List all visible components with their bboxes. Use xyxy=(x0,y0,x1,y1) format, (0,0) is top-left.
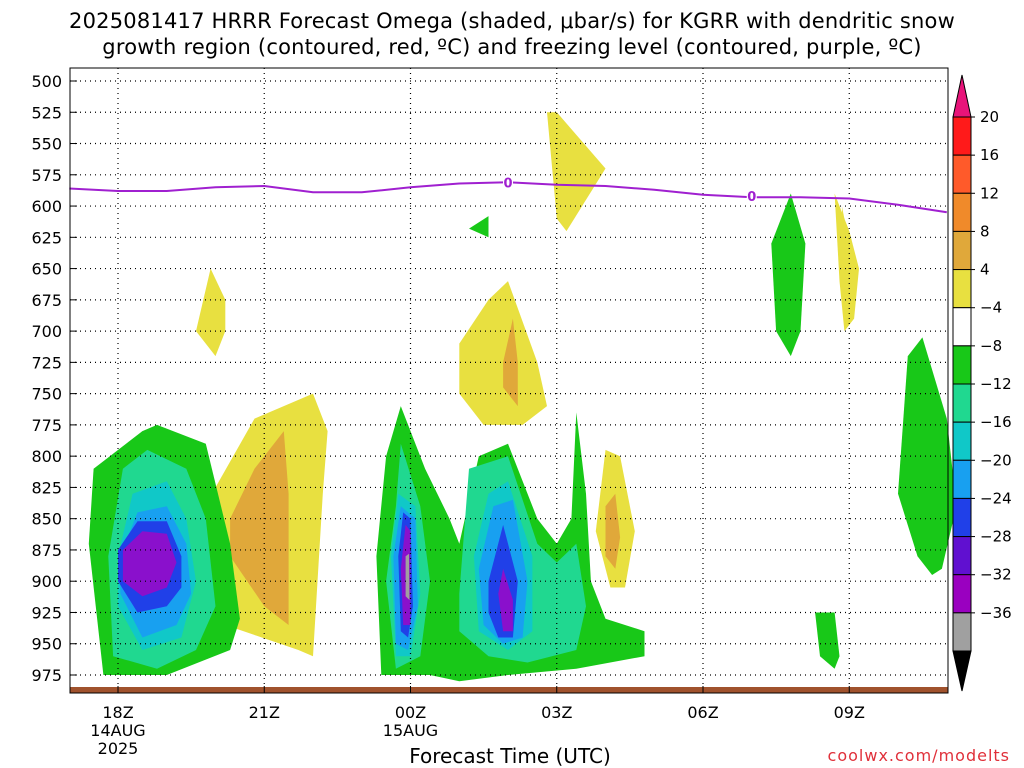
colorbar-label: −4 xyxy=(980,299,1002,317)
freezing-level-label: 0 xyxy=(747,190,756,205)
colorbar-label: −12 xyxy=(980,375,1012,393)
y-tick-label: 500 xyxy=(31,72,62,91)
colorbar-swatch xyxy=(952,459,972,499)
plot-frame xyxy=(69,67,949,694)
freezing-label-bg xyxy=(746,189,757,204)
colorbar-label: 4 xyxy=(980,261,990,279)
colorbar-bottom-arrow xyxy=(952,650,972,692)
y-tick-label: 825 xyxy=(31,478,62,497)
x-tick-label: 18Z xyxy=(102,703,133,722)
x-tick-year-label: 2025 xyxy=(98,739,139,758)
omega-region-4-2 xyxy=(459,281,547,425)
grid-lines xyxy=(70,68,948,693)
surface-bar xyxy=(70,687,948,693)
colorbar-label: −20 xyxy=(980,451,1012,469)
colorbar-label: −16 xyxy=(980,413,1012,431)
y-tick-label: 900 xyxy=(31,572,62,591)
colorbar-swatch xyxy=(952,383,972,423)
x-axis-label: Forecast Time (UTC) xyxy=(409,744,611,768)
chart-title-line-1: 2025081417 HRRR Forecast Omega (shaded, … xyxy=(69,9,955,33)
site-credit: coolwx.com/modelts xyxy=(827,746,1010,765)
y-tick-label: 850 xyxy=(31,510,62,529)
omega-region-4-5 xyxy=(841,206,855,307)
y-tick-label: 575 xyxy=(31,166,62,185)
y-axis-ticks: 500 525 550 575 600 625 650 675 700 725 750 775 800 8… xyxy=(31,72,77,685)
omega-region-neg32-0 xyxy=(405,553,410,600)
x-tick-label: 21Z xyxy=(249,703,280,722)
colorbar-swatch xyxy=(952,307,972,347)
y-tick-label: 875 xyxy=(31,541,62,560)
x-tick-label: 03Z xyxy=(541,703,572,722)
y-tick-label: 550 xyxy=(31,135,62,154)
omega-region-neg28-0 xyxy=(122,531,177,597)
freezing-level-contour: 00 xyxy=(69,175,947,214)
colorbar-swatch xyxy=(952,116,972,156)
omega-region-neg28-2 xyxy=(498,568,513,632)
y-tick-label: 925 xyxy=(31,603,62,622)
y-tick-label: 750 xyxy=(31,385,62,404)
colorbar-label: −32 xyxy=(980,566,1012,584)
omega-region-neg4-5 xyxy=(898,337,957,575)
x-tick-label: 00Z xyxy=(395,703,426,722)
colorbar-top-arrow xyxy=(952,74,972,118)
x-tick-label: 09Z xyxy=(834,703,865,722)
colorbar-label: 20 xyxy=(980,108,999,126)
y-tick-label: 650 xyxy=(31,260,62,279)
colorbar-label: −36 xyxy=(980,604,1012,622)
freezing-label-bg xyxy=(503,175,513,190)
freezing-level-label: 0 xyxy=(503,176,512,191)
colorbar-label: 16 xyxy=(980,146,999,164)
colorbar-swatch xyxy=(952,230,972,271)
chart-title-line-2: growth region (contoured, red, ºC) and f… xyxy=(102,35,922,59)
colorbar-label: 12 xyxy=(980,184,999,202)
colorbar-swatch xyxy=(952,536,972,576)
omega-region-4-0 xyxy=(196,268,226,357)
omega-region-neg4-4 xyxy=(815,612,840,669)
colorbar-swatch xyxy=(952,497,972,538)
y-tick-label: 600 xyxy=(31,197,62,216)
omega-region-neg4-2 xyxy=(469,216,489,238)
colorbar-swatch xyxy=(952,421,972,461)
y-tick-label: 775 xyxy=(31,416,62,435)
colorbar-swatch xyxy=(952,192,972,232)
y-tick-label: 975 xyxy=(31,666,62,685)
colorbar-swatch xyxy=(952,345,972,385)
y-tick-label: 950 xyxy=(31,635,62,654)
colorbar-swatch xyxy=(952,612,972,652)
colorbar: 20 16 12 8 4 −4 −8 −12 −16 −20 −24 −28 −32 −36 xyxy=(952,74,1012,692)
y-tick-label: 675 xyxy=(31,291,62,310)
colorbar-label: −24 xyxy=(980,489,1012,507)
y-tick-label: 625 xyxy=(31,228,62,247)
y-tick-label: 800 xyxy=(31,447,62,466)
y-tick-label: 725 xyxy=(31,353,62,372)
colorbar-swatch xyxy=(952,269,972,309)
omega-region-8-2 xyxy=(605,493,621,569)
omega-region-4-3 xyxy=(547,112,606,232)
x-tick-date-label: 14AUG xyxy=(90,721,145,740)
omega-region-8-0 xyxy=(230,431,289,625)
colorbar-swatch xyxy=(952,574,972,614)
omega-region-neg4-3 xyxy=(771,193,806,357)
y-tick-label: 525 xyxy=(31,103,62,122)
colorbar-label: −8 xyxy=(980,337,1002,355)
x-tick-label: 06Z xyxy=(687,703,718,722)
y-tick-label: 700 xyxy=(31,322,62,341)
colorbar-label: 8 xyxy=(980,222,990,240)
x-tick-date-label: 15AUG xyxy=(383,721,438,740)
colorbar-swatch xyxy=(952,154,972,194)
colorbar-label: −28 xyxy=(980,528,1012,546)
